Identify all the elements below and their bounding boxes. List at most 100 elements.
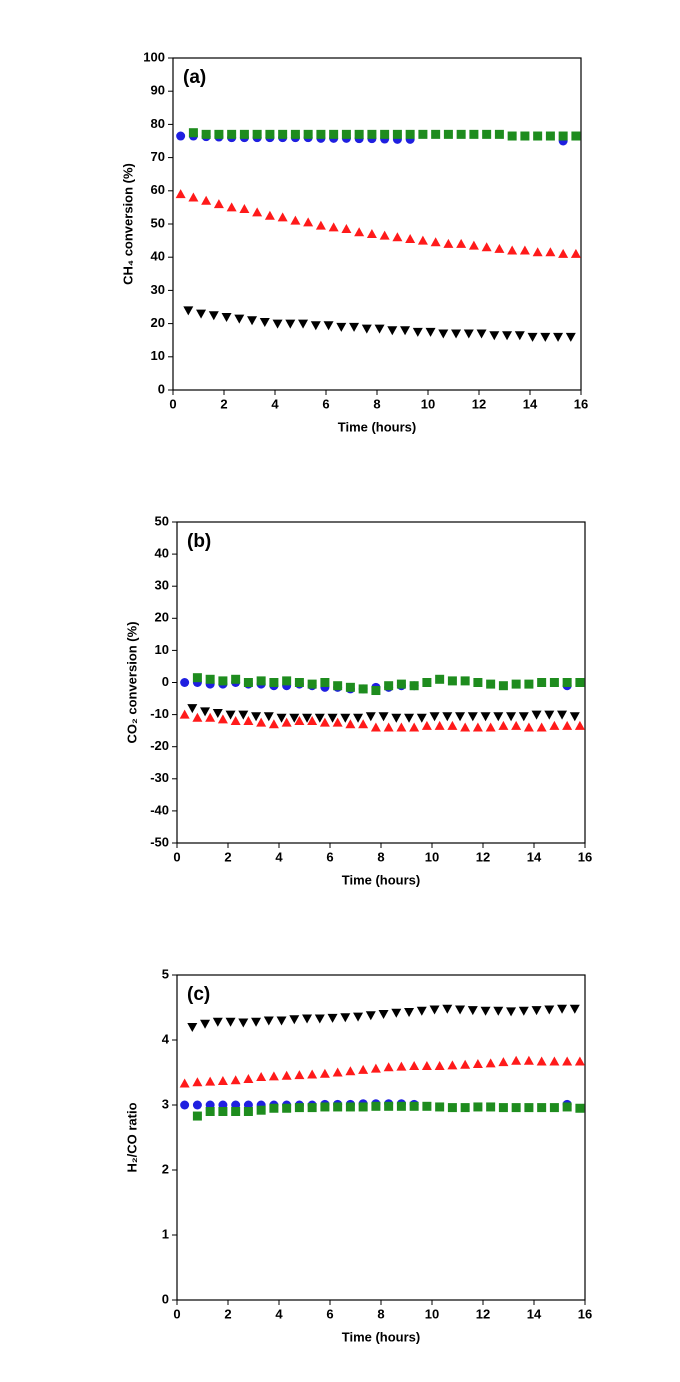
marker [421, 720, 432, 730]
marker [192, 712, 203, 722]
marker [396, 679, 406, 689]
marker [358, 1102, 368, 1112]
x-tick-label: 10 [425, 849, 439, 864]
marker [175, 189, 186, 199]
marker [238, 710, 249, 720]
marker [310, 321, 321, 331]
marker [307, 1069, 318, 1079]
marker [417, 235, 428, 245]
marker [226, 202, 237, 212]
y-tick-label: 90 [151, 83, 165, 98]
marker [252, 207, 263, 217]
x-tick-label: 2 [224, 849, 231, 864]
marker [218, 676, 228, 686]
x-tick-label: 16 [578, 849, 592, 864]
marker [354, 129, 364, 139]
y-tick-label: 10 [155, 642, 169, 657]
marker [365, 1011, 376, 1021]
y-tick-label: -40 [150, 802, 169, 817]
y-tick-label: 10 [151, 348, 165, 363]
marker [409, 1101, 419, 1111]
marker [442, 712, 453, 722]
x-tick-label: 14 [527, 849, 542, 864]
marker [269, 678, 279, 687]
marker [298, 319, 309, 329]
marker [192, 673, 202, 683]
y-axis-label: CH₄ conversion (%) [120, 163, 135, 285]
marker [196, 309, 207, 319]
marker [460, 722, 471, 732]
marker [558, 131, 568, 141]
marker [443, 238, 454, 248]
marker [205, 1107, 215, 1116]
marker [447, 1103, 457, 1113]
marker [294, 1070, 305, 1080]
marker [263, 1016, 274, 1026]
marker [319, 717, 330, 727]
marker [383, 1062, 394, 1072]
marker [217, 1075, 228, 1085]
marker [507, 245, 518, 255]
marker [498, 720, 509, 730]
marker [544, 710, 555, 720]
y-tick-label: 70 [151, 149, 165, 164]
x-tick-label: 6 [326, 849, 333, 864]
marker [371, 686, 381, 696]
marker [549, 678, 559, 687]
marker [251, 712, 262, 722]
marker [239, 129, 249, 139]
marker [489, 331, 500, 341]
y-tick-label: -10 [150, 706, 169, 721]
marker [485, 1058, 496, 1068]
marker [332, 717, 343, 727]
y-tick-label: 4 [162, 1031, 170, 1046]
marker [188, 128, 198, 138]
y-tick-label: 30 [151, 282, 165, 297]
marker [200, 1019, 211, 1029]
marker [391, 713, 402, 723]
marker [378, 712, 389, 722]
marker [404, 1008, 415, 1018]
y-tick-label: 60 [151, 182, 165, 197]
marker [201, 129, 211, 139]
marker [498, 681, 508, 691]
marker [282, 1103, 292, 1113]
marker [416, 1006, 427, 1016]
marker [506, 1007, 517, 1017]
marker [447, 720, 458, 730]
marker [482, 129, 492, 139]
marker [340, 1013, 351, 1023]
marker [268, 1071, 279, 1081]
marker [460, 676, 470, 686]
marker [336, 322, 347, 332]
marker [435, 674, 445, 684]
marker [493, 712, 504, 722]
marker [392, 232, 403, 242]
x-tick-label: 8 [377, 1306, 384, 1321]
marker [285, 319, 296, 329]
marker [434, 1061, 445, 1070]
marker [205, 674, 215, 684]
x-tick-label: 6 [326, 1306, 333, 1321]
marker [319, 1068, 330, 1078]
marker [289, 1015, 300, 1025]
marker [201, 195, 212, 205]
marker [549, 1056, 560, 1066]
marker [320, 678, 330, 687]
marker [282, 676, 292, 686]
y-tick-label: 50 [151, 215, 165, 230]
marker [180, 678, 190, 687]
marker [315, 220, 326, 230]
marker [187, 704, 198, 714]
y-axis-label: CO₂ conversion (%) [124, 621, 139, 743]
marker [239, 204, 250, 214]
marker [562, 1102, 572, 1112]
marker [361, 324, 372, 334]
marker [345, 1102, 355, 1112]
marker [353, 713, 364, 723]
marker [384, 1101, 394, 1111]
marker [366, 228, 377, 238]
y-tick-label: 30 [155, 578, 169, 593]
marker [333, 1102, 343, 1112]
marker [256, 676, 266, 686]
